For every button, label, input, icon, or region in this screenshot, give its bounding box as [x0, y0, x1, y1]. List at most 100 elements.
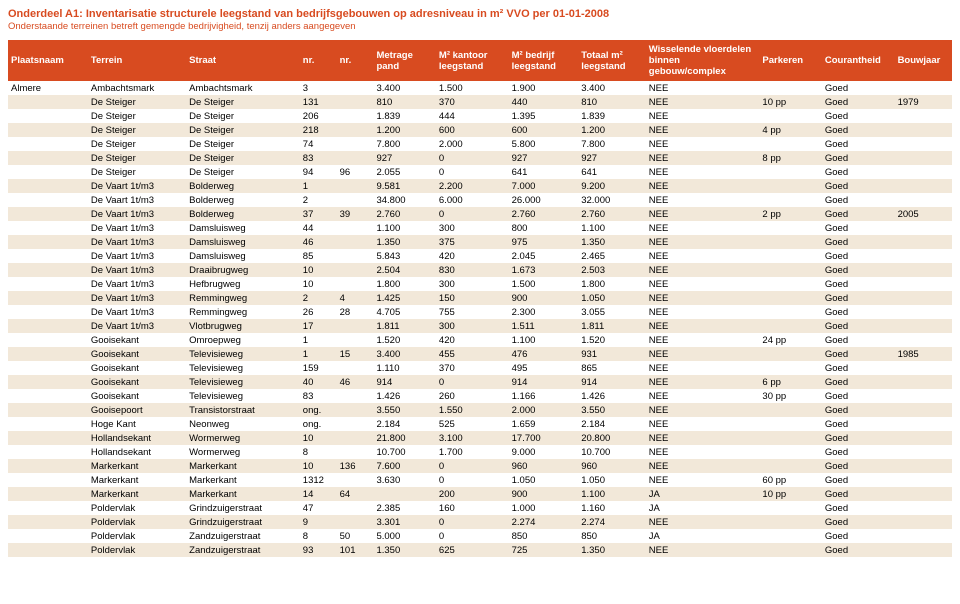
cell — [337, 263, 374, 277]
cell: NEE — [646, 389, 760, 403]
cell: Markerkant — [88, 473, 186, 487]
cell: 975 — [509, 235, 579, 249]
cell: 10 — [300, 459, 337, 473]
table-row: Hoge KantNeonwegong.2.1845251.6592.184NE… — [8, 417, 952, 431]
cell: 1.350 — [578, 543, 646, 557]
cell — [895, 473, 952, 487]
cell: 1.050 — [578, 473, 646, 487]
cell: 1.050 — [509, 473, 579, 487]
cell: 30 pp — [759, 389, 821, 403]
cell — [895, 291, 952, 305]
cell: Goed — [822, 81, 895, 95]
cell: 914 — [373, 375, 435, 389]
cell: Zandzuigerstraat — [186, 543, 300, 557]
cell — [759, 81, 821, 95]
cell: Markerkant — [186, 459, 300, 473]
cell: Goed — [822, 319, 895, 333]
cell: 7.800 — [373, 137, 435, 151]
cell — [337, 445, 374, 459]
cell: 7.800 — [578, 137, 646, 151]
cell: 160 — [436, 501, 509, 515]
table-row: De SteigerDe Steiger2181.2006006001.200N… — [8, 123, 952, 137]
cell — [895, 305, 952, 319]
cell — [895, 123, 952, 137]
cell: 3.400 — [373, 347, 435, 361]
cell — [759, 165, 821, 179]
table-row: HollandsekantWormerweg810.7001.7009.0001… — [8, 445, 952, 459]
cell: Goed — [822, 473, 895, 487]
cell: 26.000 — [509, 193, 579, 207]
cell: 2 pp — [759, 207, 821, 221]
cell: 476 — [509, 347, 579, 361]
cell: 960 — [509, 459, 579, 473]
cell — [759, 403, 821, 417]
cell: NEE — [646, 333, 760, 347]
cell: 10 — [300, 277, 337, 291]
cell: Goed — [822, 543, 895, 557]
cell — [8, 179, 88, 193]
cell: 641 — [578, 165, 646, 179]
cell: Ambachtsmark — [186, 81, 300, 95]
cell: 1.200 — [373, 123, 435, 137]
cell — [759, 459, 821, 473]
cell: 1.511 — [509, 319, 579, 333]
cell: 9.581 — [373, 179, 435, 193]
cell — [895, 333, 952, 347]
cell: 39 — [337, 207, 374, 221]
cell: NEE — [646, 221, 760, 235]
cell: 0 — [436, 151, 509, 165]
cell: De Vaart 1t/m3 — [88, 179, 186, 193]
cell: 1.100 — [373, 221, 435, 235]
cell: Televisieweg — [186, 347, 300, 361]
cell — [337, 179, 374, 193]
cell: 810 — [578, 95, 646, 109]
cell — [759, 277, 821, 291]
cell: Gooisekant — [88, 389, 186, 403]
cell: De Steiger — [186, 95, 300, 109]
cell: 800 — [509, 221, 579, 235]
cell: 2 — [300, 291, 337, 305]
cell: Goed — [822, 109, 895, 123]
cell — [759, 305, 821, 319]
cell: 5.843 — [373, 249, 435, 263]
table-row: De Vaart 1t/m3Remmingweg26284.7057552.30… — [8, 305, 952, 319]
cell: 21.800 — [373, 431, 435, 445]
cell — [8, 487, 88, 501]
cell — [895, 193, 952, 207]
cell: 300 — [436, 221, 509, 235]
table-row: De Vaart 1t/m3Damsluisweg441.1003008001.… — [8, 221, 952, 235]
cell: Remmingweg — [186, 291, 300, 305]
cell: 4 — [337, 291, 374, 305]
table-row: De Vaart 1t/m3Bolderweg37392.76002.7602.… — [8, 207, 952, 221]
cell: Goed — [822, 277, 895, 291]
cell — [895, 361, 952, 375]
cell — [337, 389, 374, 403]
cell: 4.705 — [373, 305, 435, 319]
cell: NEE — [646, 515, 760, 529]
cell: 1.425 — [373, 291, 435, 305]
cell: 74 — [300, 137, 337, 151]
cell: 5.000 — [373, 529, 435, 543]
cell: 1.500 — [436, 81, 509, 95]
cell: 0 — [436, 165, 509, 179]
cell: Almere — [8, 81, 88, 95]
cell: 1 — [300, 333, 337, 347]
cell: 93 — [300, 543, 337, 557]
cell: 914 — [578, 375, 646, 389]
cell: Wormerweg — [186, 445, 300, 459]
cell: 60 pp — [759, 473, 821, 487]
cell: 927 — [373, 151, 435, 165]
cell: 1.839 — [373, 109, 435, 123]
cell — [895, 403, 952, 417]
table-row: GooisekantTelevisieweg1153.400455476931N… — [8, 347, 952, 361]
cell: NEE — [646, 459, 760, 473]
cell — [8, 137, 88, 151]
cell — [337, 109, 374, 123]
cell: 10 — [300, 431, 337, 445]
col-bouwjaar: Bouwjaar — [895, 40, 952, 81]
cell — [895, 515, 952, 529]
cell: 2.200 — [436, 179, 509, 193]
cell — [759, 221, 821, 235]
cell: 1.800 — [578, 277, 646, 291]
cell: 2.000 — [436, 137, 509, 151]
